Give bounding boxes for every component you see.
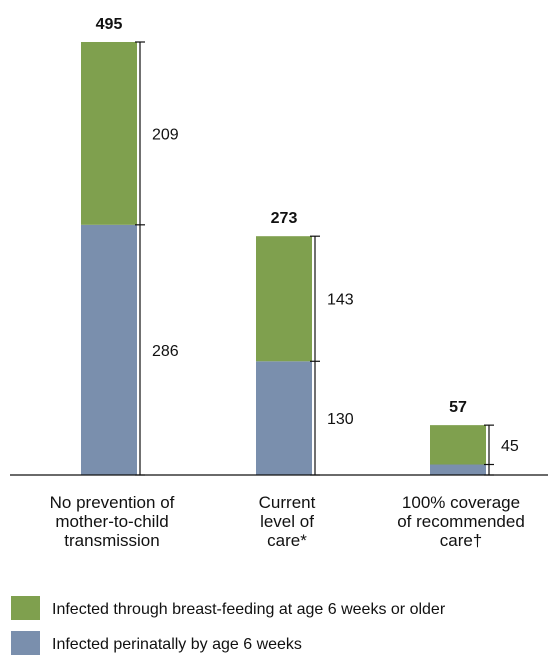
bar-segment-perinatal-1 — [256, 361, 312, 475]
bar-segment-breastfeeding-2 — [430, 425, 486, 465]
segment-label-breastfeeding-0: 209 — [152, 126, 179, 143]
bar-segment-perinatal-0 — [81, 224, 137, 475]
legend-label-breastfeeding: Infected through breast-feeding at age 6… — [52, 601, 446, 618]
bar-segment-perinatal-2 — [430, 464, 486, 475]
category-label-1-2: care* — [267, 531, 307, 550]
total-label-0: 495 — [96, 16, 123, 33]
segment-label-breastfeeding-2: 45 — [501, 438, 519, 455]
category-label-0-0: No prevention of — [50, 493, 175, 512]
category-label-2-2: care† — [440, 531, 483, 550]
category-label-1-1: level of — [260, 512, 314, 531]
total-label-1: 273 — [271, 210, 298, 227]
bar-segment-breastfeeding-0 — [81, 42, 137, 225]
category-label-1-0: Current — [259, 493, 316, 512]
total-label-2: 57 — [449, 399, 467, 416]
segment-label-perinatal-1: 130 — [327, 411, 354, 428]
segment-label-breastfeeding-1: 143 — [327, 292, 354, 309]
category-label-0-2: transmission — [64, 531, 159, 550]
legend-label-perinatal: Infected perinatally by age 6 weeks — [52, 636, 302, 653]
bar-segment-breastfeeding-1 — [256, 236, 312, 362]
legend-swatch-breastfeeding — [11, 596, 40, 620]
category-label-0-1: mother-to-child — [55, 512, 168, 531]
segment-label-perinatal-0: 286 — [152, 343, 179, 360]
category-label-2-1: of recommended — [397, 512, 525, 531]
legend-swatch-perinatal — [11, 631, 40, 655]
category-label-2-0: 100% coverage — [402, 493, 520, 512]
